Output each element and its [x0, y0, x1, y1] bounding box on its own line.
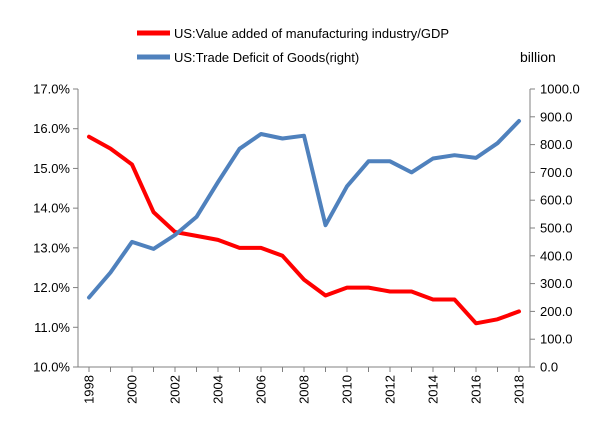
left-tick-label: 13.0%	[33, 240, 70, 255]
left-tick-label: 15.0%	[33, 161, 70, 176]
axes	[77, 89, 531, 368]
left-tick-label: 11.0%	[34, 320, 70, 335]
x-tick-label: 2008	[297, 375, 312, 404]
right-y-ticks: 0.0 100.0 200.0 300.0 400.0 500.0 600.0 700.0 80…	[530, 82, 580, 375]
right-tick-label: 900.0	[540, 109, 573, 124]
series-line-trade-deficit	[87, 119, 521, 300]
right-tick-label: 400.0	[540, 248, 573, 263]
right-tick-label: 300.0	[540, 276, 573, 291]
x-tick-label: 2010	[340, 375, 355, 404]
left-tick-label: 10.0%	[33, 360, 70, 375]
x-tick-label: 2018	[512, 375, 527, 404]
x-tick-label: 1998	[82, 375, 97, 404]
right-tick-label: 800.0	[540, 137, 573, 152]
left-tick-label: 12.0%	[33, 280, 70, 295]
x-tick-label: 2002	[168, 375, 183, 404]
x-tick-label: 2014	[426, 375, 441, 404]
right-tick-label: 0.0	[540, 360, 558, 375]
right-axis-unit: billion	[520, 49, 556, 65]
right-tick-label: 600.0	[540, 193, 573, 208]
x-tick-label: 2000	[125, 375, 140, 404]
legend: US:Value added of manufacturing industry…	[137, 26, 449, 65]
x-ticks: 1998 2000 2002 2004 2006 2008 2010 2012 2014 2016…	[82, 367, 527, 404]
right-tick-label: 500.0	[540, 221, 573, 236]
x-tick-label: 2016	[469, 375, 484, 404]
series-layer	[87, 119, 521, 326]
left-y-ticks: 10.0% 11.0% 12.0% 13.0% 14.0% 15.0% 16.0% 17.0%	[33, 82, 78, 375]
right-tick-label: 100.0	[540, 332, 573, 347]
left-tick-label: 17.0%	[33, 82, 70, 97]
x-tick-label: 2006	[254, 375, 269, 404]
left-tick-label: 16.0%	[33, 121, 70, 136]
right-tick-label: 200.0	[540, 304, 573, 319]
series-line-manufacturing	[87, 134, 521, 326]
left-tick-label: 14.0%	[33, 201, 70, 216]
legend-label-manufacturing: US:Value added of manufacturing industry…	[174, 26, 449, 41]
x-tick-label: 2004	[211, 375, 226, 404]
right-tick-label: 1000.0	[540, 82, 580, 97]
legend-label-trade-deficit: US:Trade Deficit of Goods(right)	[174, 50, 359, 65]
x-tick-label: 2012	[383, 375, 398, 404]
right-tick-label: 700.0	[540, 165, 573, 180]
